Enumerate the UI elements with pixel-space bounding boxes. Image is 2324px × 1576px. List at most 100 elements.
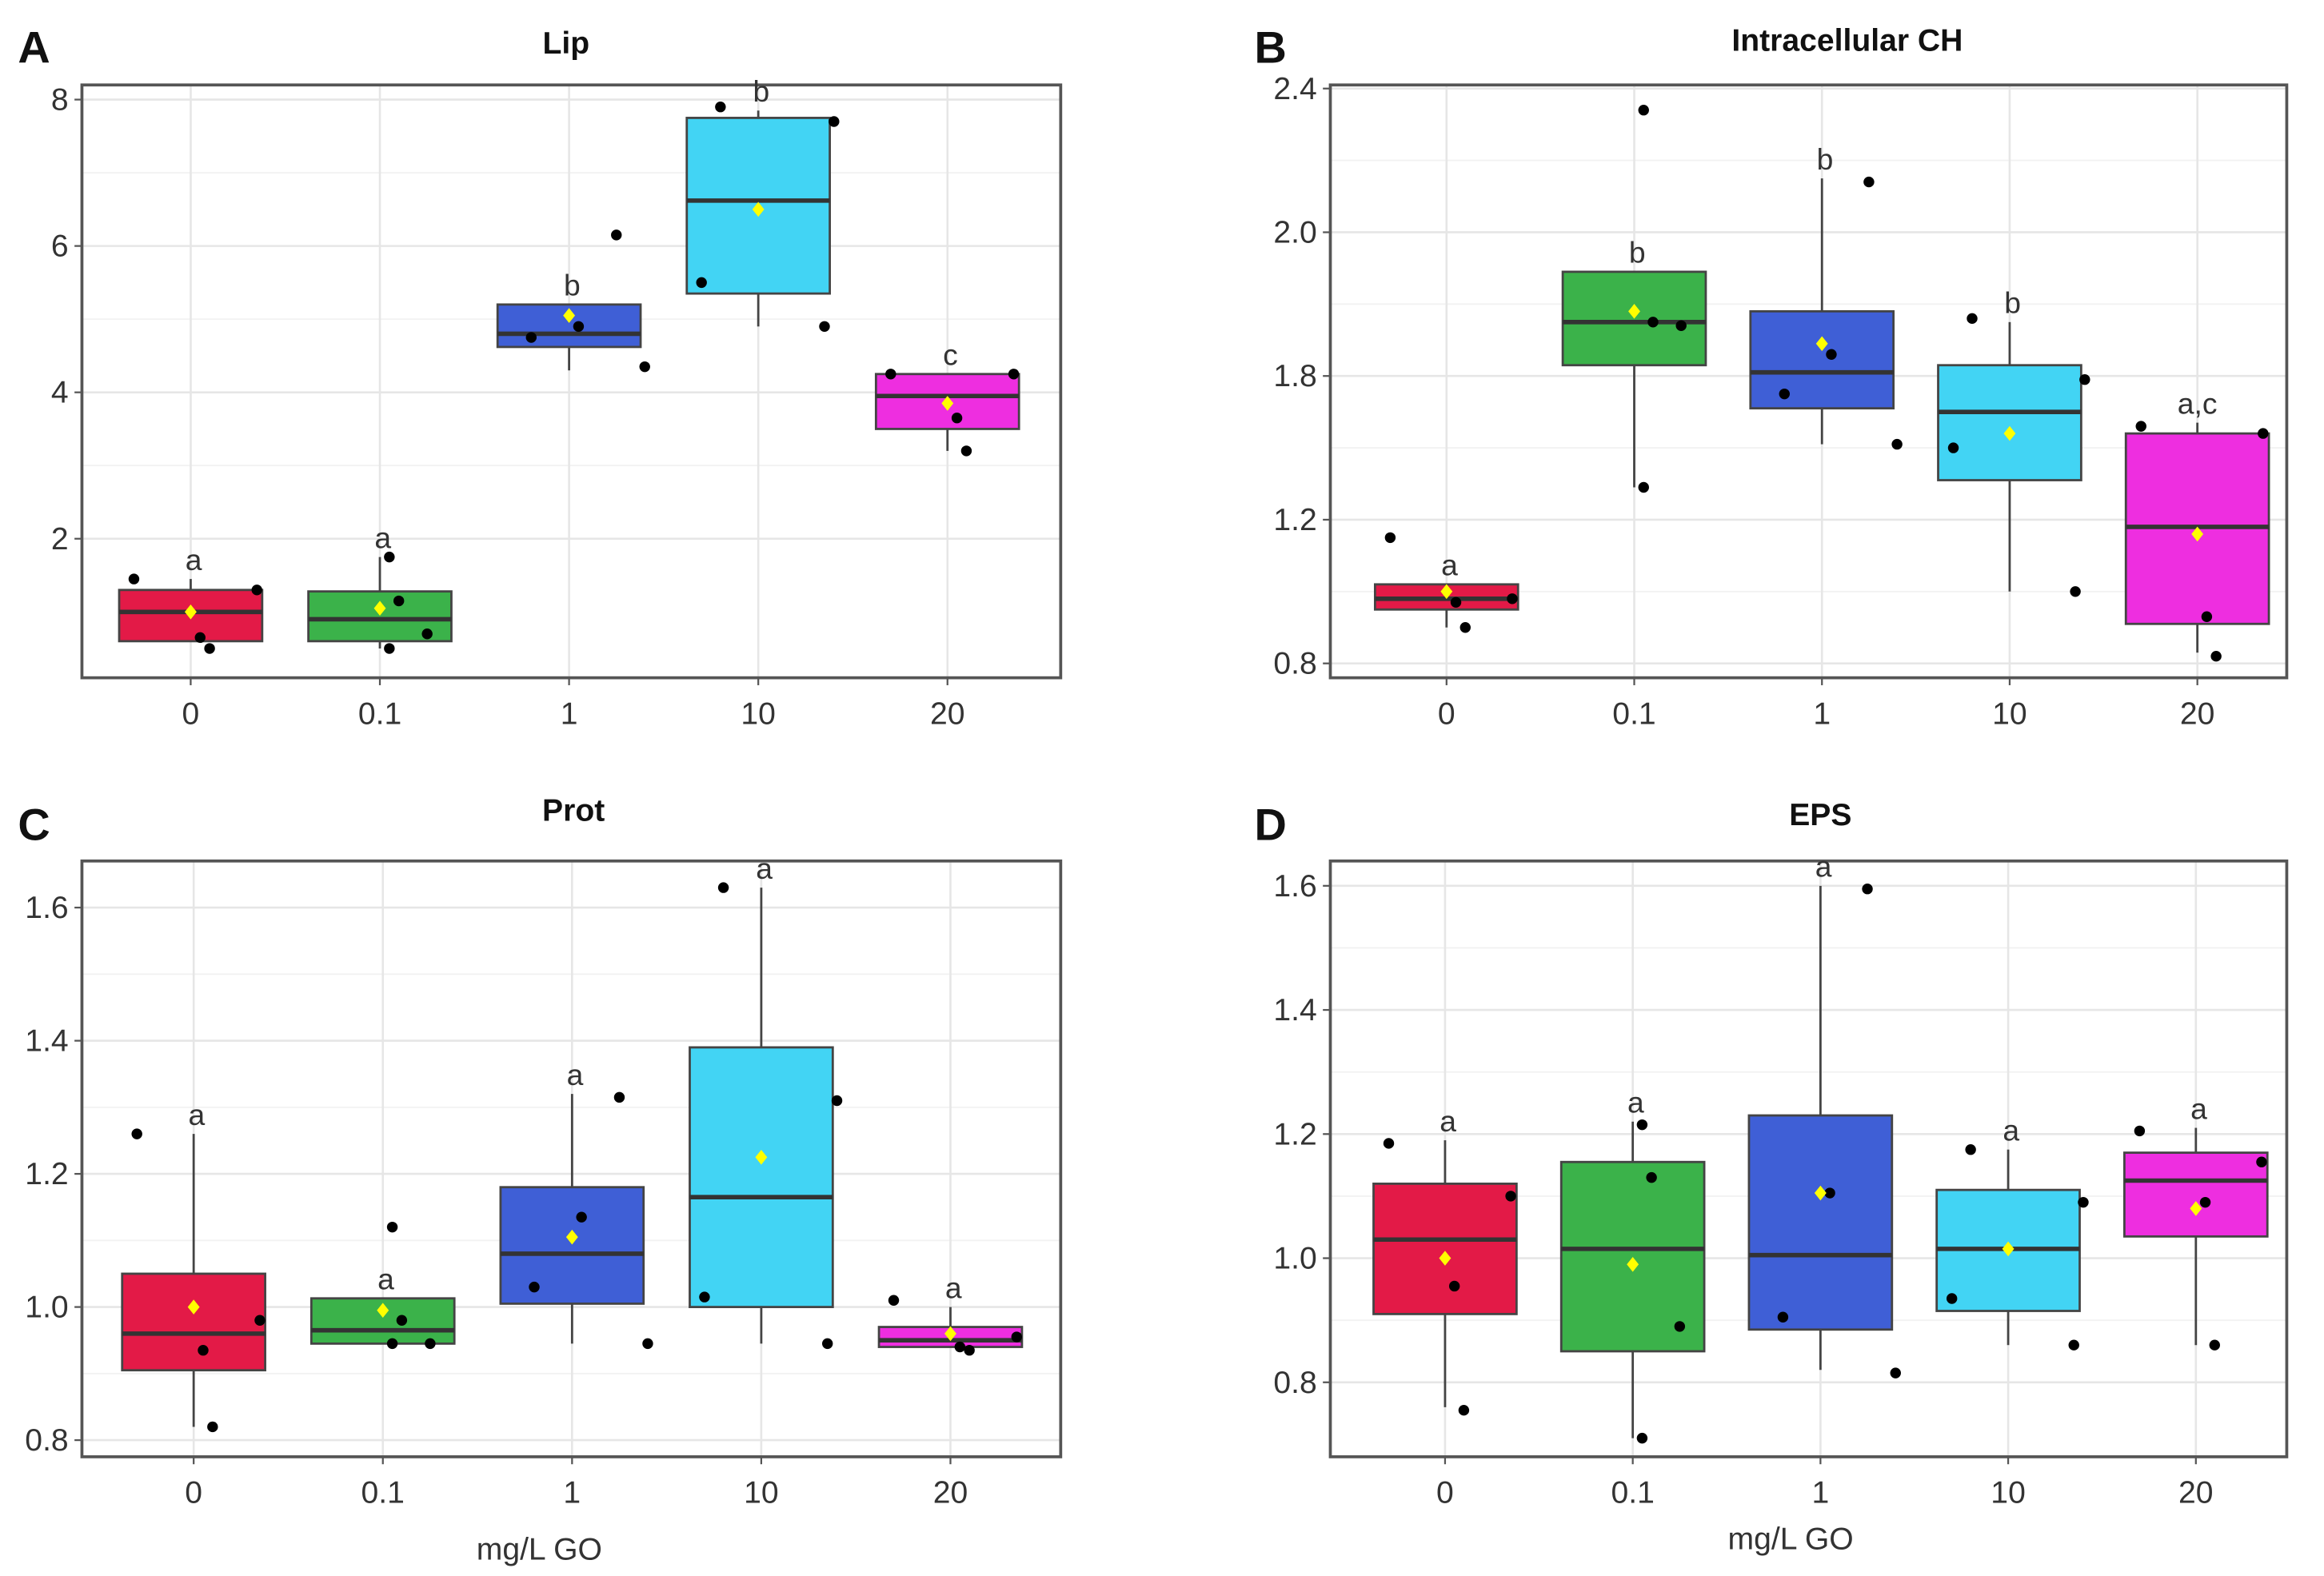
y-tick-label: 1.0 (25, 1291, 68, 1325)
significance-letter: a (374, 521, 391, 554)
x-tick-label: 20 (2178, 1476, 2214, 1510)
significance-letter: a (756, 852, 773, 885)
data-point (1459, 622, 1471, 633)
data-point (613, 1091, 625, 1103)
data-point (1947, 442, 1959, 453)
data-point (198, 1344, 209, 1356)
panel-b-intracellular-ch: 0.8 1.2 1.8 2.0 2.4 0 0.1 1 10 20 B Intracellular… (1254, 22, 2289, 731)
box-1: a (499, 1058, 653, 1350)
x-tick-label: 20 (2180, 696, 2215, 731)
data-point (2079, 373, 2090, 385)
mean-marker (755, 1149, 768, 1165)
significance-letter: a (186, 543, 202, 577)
data-point (821, 1338, 833, 1350)
y-tick-label: 1.8 (1273, 359, 1316, 393)
data-point (393, 595, 405, 607)
data-point (1777, 1311, 1789, 1323)
plot-border (80, 83, 1063, 680)
box-10: a (1935, 1114, 2089, 1351)
box-iqr (1937, 364, 2082, 481)
data-point (529, 1281, 540, 1293)
x-tick-label: 1 (563, 1476, 581, 1510)
data-point (2256, 1156, 2267, 1167)
data-point (1450, 596, 1462, 608)
mean-marker (941, 396, 954, 411)
significance-letter: a (1627, 1086, 1644, 1119)
box-iqr (1372, 1182, 1518, 1315)
data-point (204, 643, 215, 654)
panel-letter: A (18, 22, 50, 72)
data-point (384, 643, 395, 654)
data-point (1965, 1143, 1976, 1155)
box-20: a (877, 1271, 1024, 1356)
y-tick-label: 4 (51, 376, 69, 410)
chart-title: EPS (1789, 798, 1851, 832)
x-tick-label: 0.1 (1612, 696, 1655, 731)
x-tick-label: 0.1 (358, 696, 401, 731)
data-point (1862, 884, 1873, 895)
data-point (2209, 1339, 2220, 1351)
data-point (131, 1128, 142, 1139)
significance-letter: a (1815, 850, 1832, 884)
y-tick-label: 1.6 (1273, 869, 1316, 904)
significance-letter: a (1441, 549, 1458, 582)
box-iqr (121, 1272, 266, 1372)
x-tick-label: 1 (561, 696, 578, 731)
x-tick-label: 1 (1813, 696, 1831, 731)
data-point (819, 321, 830, 333)
x-tick-label: 0 (1438, 696, 1455, 731)
data-point (2135, 421, 2146, 432)
x-tick-label: 20 (933, 1476, 968, 1510)
box-iqr (1749, 309, 1895, 410)
data-point (1646, 1171, 1657, 1183)
mean-marker (377, 1303, 389, 1319)
box-iqr (2122, 1151, 2269, 1238)
y-tick-label: 1.6 (25, 891, 68, 925)
box-0: a (1373, 532, 1519, 633)
x-tick-label: 10 (1991, 1476, 2026, 1510)
y-tick-label: 8 (51, 83, 69, 118)
plot-border (1328, 859, 2289, 1458)
data-point (699, 1291, 710, 1303)
significance-letter: b (2004, 286, 2021, 320)
data-point (1011, 1331, 1022, 1343)
box-series: a a a a a (121, 852, 1024, 1433)
box-iqr (689, 1046, 834, 1308)
data-point (639, 361, 650, 373)
panel-a-lip: 2 4 6 8 0 0.1 1 10 20 A Lip a a b b c (18, 22, 1063, 731)
data-point (386, 1221, 398, 1233)
data-point (888, 1295, 900, 1306)
data-point (1636, 1119, 1648, 1131)
panel-letter: C (18, 800, 50, 850)
data-point (1008, 369, 1020, 380)
data-point (576, 1211, 587, 1223)
data-point (2199, 1196, 2211, 1208)
data-point (1448, 1280, 1460, 1292)
box-iqr (1747, 1114, 1894, 1331)
data-point (960, 445, 972, 457)
y-tick-label: 0.8 (1273, 1366, 1316, 1400)
mean-marker (944, 1326, 956, 1342)
significance-letter: a (2003, 1114, 2019, 1147)
mean-marker (373, 600, 386, 616)
box-0.1: a (309, 1221, 456, 1350)
x-axis-label: mg/L GO (477, 1532, 602, 1566)
significance-letter: a (945, 1271, 962, 1304)
plot-border (1328, 83, 2289, 680)
mean-marker (2191, 526, 2204, 542)
y-tick-label: 2.4 (1273, 72, 1316, 106)
data-point (525, 332, 537, 343)
data-point (2078, 1196, 2089, 1208)
data-point (1863, 176, 1875, 188)
significance-letter: a (377, 1263, 394, 1296)
y-tick-label: 1.4 (1273, 993, 1316, 1027)
box-0: a (121, 1098, 266, 1433)
mean-marker (1628, 304, 1640, 319)
box-20: a,c (2124, 386, 2270, 662)
data-point (1826, 349, 1837, 360)
significance-letter: b (753, 74, 770, 108)
mean-marker (184, 604, 197, 620)
box-0.1: a (307, 521, 453, 654)
significance-letter: a (1440, 1104, 1456, 1138)
data-point (1890, 1367, 1901, 1379)
